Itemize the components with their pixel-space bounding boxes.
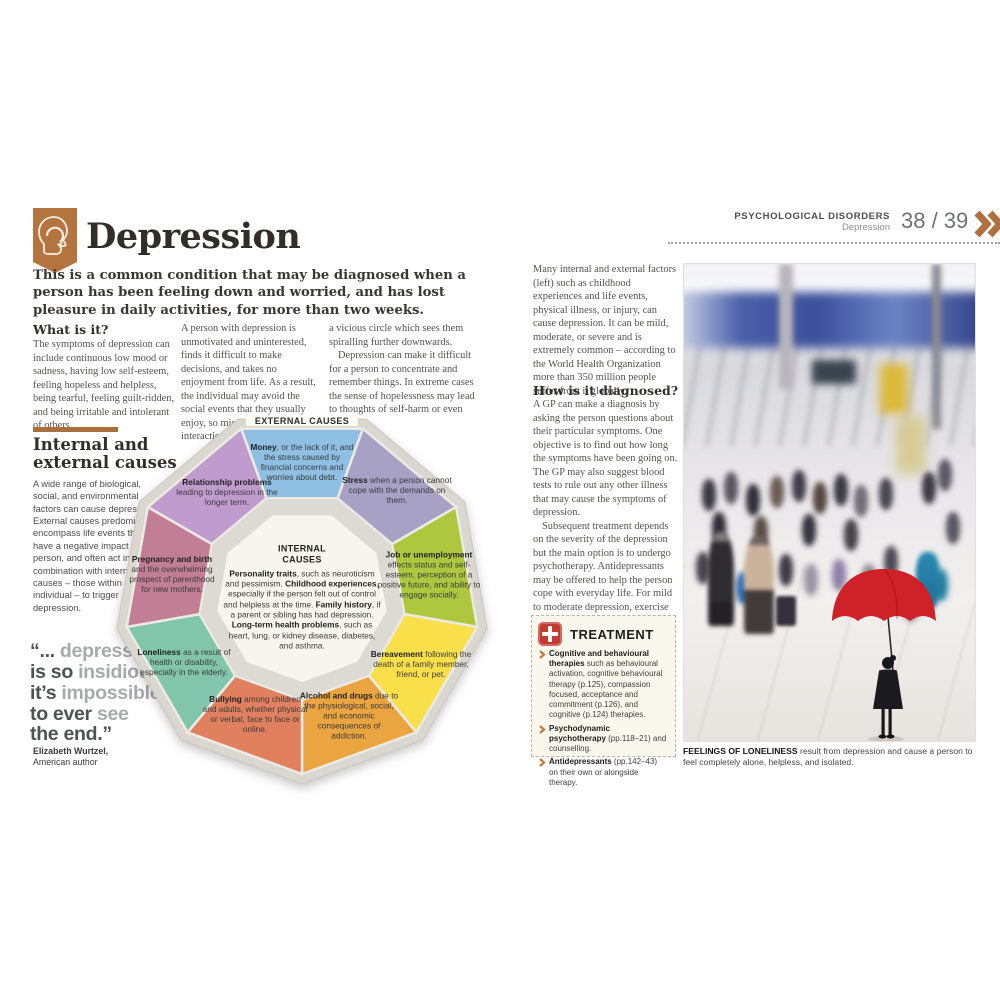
- page-header: PSYCHOLOGICAL DISORDERS Depression: [560, 211, 890, 234]
- chevron-bullet-icon: [539, 650, 546, 659]
- photo-crowd-blobs: [684, 264, 698, 296]
- photo-pillar: [932, 264, 941, 429]
- segment-text-alcohol: Alcohol and drugs due to the physiologic…: [299, 690, 399, 742]
- treatment-header: TREATMENT: [538, 622, 669, 646]
- quote-fragment: “...: [30, 640, 60, 662]
- photo-train: [684, 292, 975, 348]
- causes-body: A wide range of biological, social, and …: [33, 479, 161, 613]
- segment-text-job: Job or unemployment effects status and s…: [377, 549, 481, 601]
- photo-sign: [812, 360, 856, 384]
- treatment-item: Antidepressants (pp.142–43) on their own…: [539, 757, 668, 788]
- quote-fragment: to ever: [30, 702, 97, 725]
- quote-fragment: the end.”: [30, 723, 112, 746]
- treatment-item: Cognitive and behavioural therapies such…: [539, 649, 668, 721]
- segment-text-stress: Stress when a person cannot cope with th…: [342, 474, 452, 506]
- what-is-it-heading: What is it?: [33, 322, 109, 337]
- page-title: Depression: [86, 216, 301, 257]
- double-chevron-icon: [974, 210, 1000, 243]
- chevron-bullet-icon: [539, 724, 546, 734]
- quote-attribution: Elizabeth Wurtzel, American author: [33, 746, 108, 768]
- segment-text-money: Money, or the lack of it, and the stress…: [250, 441, 354, 483]
- section-accent-bar: [33, 427, 118, 432]
- segment-text-pregnancy: Pregnancy and birth and the overwhelming…: [129, 553, 215, 595]
- page-numbers: 38 / 39: [901, 208, 969, 233]
- what-is-it-column-1: The symptoms of depression can include c…: [33, 339, 175, 432]
- quote-fragment: impossible: [61, 681, 161, 704]
- diagnosed-heading: How is it diagnosed?: [533, 383, 679, 398]
- internal-causes-label: INTERNAL CAUSES: [278, 543, 326, 565]
- intro-paragraph: This is a common condition that may be d…: [33, 268, 466, 318]
- photo-pillar: [779, 264, 793, 389]
- section-title: PSYCHOLOGICAL DISORDERS: [734, 211, 890, 222]
- header-dotted-rule: [668, 242, 1000, 244]
- segment-text-relationship: Relationship problems leading to depress…: [176, 476, 278, 508]
- station-crowd-photo: [683, 263, 976, 742]
- photo-train-roof: [684, 282, 975, 295]
- treatment-list: Cognitive and behavioural therapies such…: [539, 649, 668, 788]
- photo-sign: [896, 416, 926, 474]
- treatment-box: TREATMENT Cognitive and behavioural ther…: [531, 615, 676, 787]
- treatment-item: Psychodynamic psychotherapy (pp.118–21) …: [539, 724, 668, 755]
- segment-text-loneliness: Loneliness as a result of health or disa…: [137, 646, 231, 678]
- section-subtitle: Depression: [841, 221, 890, 233]
- column-3-para-1: a vicious circle which sees them spirall…: [329, 323, 464, 348]
- photo-caption: FEELINGS OF LONELINESS result from depre…: [683, 746, 973, 768]
- head-brain-icon: [33, 208, 77, 279]
- right-column-intro: Many internal and external factors (left…: [533, 264, 677, 397]
- photo-figure: [708, 532, 734, 626]
- quote-fragment: see: [96, 702, 129, 725]
- internal-causes-text: INTERNAL CAUSES Personality traits, such…: [223, 543, 381, 651]
- segment-text-bullying: Bullying among children and adults, whet…: [202, 693, 308, 735]
- red-umbrella-woman: [832, 568, 936, 741]
- quote-fragment: it’s: [30, 681, 62, 704]
- photo-figure: [744, 536, 774, 634]
- causes-heading: Internal and external causes: [33, 435, 177, 472]
- photo-suitcase: [776, 596, 796, 626]
- medical-plus-icon: [538, 622, 562, 646]
- diagnosed-para-1: A GP can make a diagnosis by asking the …: [533, 399, 678, 519]
- quote-fragment: is so: [30, 660, 79, 683]
- external-causes-label: EXTERNAL CAUSES: [245, 416, 359, 426]
- chevron-bullet-icon: [539, 758, 546, 768]
- quote-author: Elizabeth Wurtzel,: [33, 746, 109, 756]
- what-is-it-column-3: a vicious circle which sees them spirall…: [329, 322, 477, 430]
- segment-text-bereavement: Bereavement following the death of a fam…: [370, 648, 472, 680]
- quote-author-role: American author: [33, 756, 98, 767]
- photo-sign: [880, 364, 908, 414]
- treatment-title: TREATMENT: [570, 626, 654, 642]
